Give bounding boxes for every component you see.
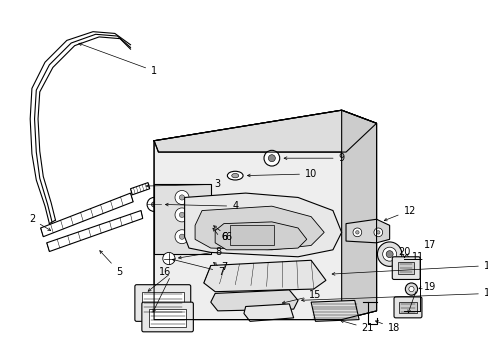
Text: 2: 2 bbox=[29, 214, 51, 230]
Circle shape bbox=[179, 234, 184, 239]
Circle shape bbox=[408, 287, 413, 292]
Circle shape bbox=[405, 283, 417, 295]
Text: 6: 6 bbox=[221, 232, 227, 242]
Polygon shape bbox=[195, 206, 324, 250]
Polygon shape bbox=[346, 219, 389, 243]
FancyBboxPatch shape bbox=[142, 292, 183, 314]
Polygon shape bbox=[341, 110, 376, 320]
Polygon shape bbox=[310, 300, 358, 321]
FancyBboxPatch shape bbox=[393, 297, 421, 318]
Circle shape bbox=[355, 231, 358, 234]
Circle shape bbox=[179, 195, 184, 200]
Text: 17: 17 bbox=[423, 240, 435, 251]
FancyBboxPatch shape bbox=[142, 302, 193, 332]
Circle shape bbox=[352, 228, 361, 237]
Circle shape bbox=[382, 247, 396, 261]
Polygon shape bbox=[244, 304, 293, 321]
Circle shape bbox=[264, 150, 279, 166]
Circle shape bbox=[147, 197, 161, 211]
Polygon shape bbox=[47, 211, 142, 252]
Text: 13: 13 bbox=[301, 288, 488, 302]
Circle shape bbox=[373, 228, 382, 237]
Polygon shape bbox=[203, 260, 325, 292]
Text: 3: 3 bbox=[146, 179, 221, 189]
Circle shape bbox=[175, 230, 188, 244]
Polygon shape bbox=[215, 222, 306, 250]
Polygon shape bbox=[130, 183, 149, 195]
Text: 8: 8 bbox=[215, 247, 221, 257]
Circle shape bbox=[175, 190, 188, 204]
Text: 6: 6 bbox=[213, 226, 231, 242]
Circle shape bbox=[175, 208, 188, 222]
Text: 10: 10 bbox=[247, 169, 317, 179]
Text: 7: 7 bbox=[221, 262, 227, 272]
Text: 4: 4 bbox=[165, 201, 238, 211]
Text: 9: 9 bbox=[284, 153, 344, 163]
Text: 1: 1 bbox=[79, 43, 157, 76]
Text: 14: 14 bbox=[331, 261, 488, 275]
Circle shape bbox=[386, 251, 392, 258]
Text: 20: 20 bbox=[398, 247, 410, 257]
Text: 16: 16 bbox=[159, 267, 171, 276]
Circle shape bbox=[377, 242, 401, 266]
Polygon shape bbox=[41, 193, 133, 237]
Polygon shape bbox=[210, 290, 297, 311]
Text: 11: 11 bbox=[406, 252, 424, 262]
Circle shape bbox=[151, 202, 156, 207]
Text: 7: 7 bbox=[172, 259, 224, 276]
FancyBboxPatch shape bbox=[398, 302, 416, 314]
Polygon shape bbox=[154, 110, 376, 320]
FancyBboxPatch shape bbox=[391, 257, 419, 279]
Polygon shape bbox=[184, 193, 341, 257]
Polygon shape bbox=[154, 110, 376, 152]
Text: 5: 5 bbox=[100, 251, 122, 276]
FancyBboxPatch shape bbox=[154, 184, 210, 254]
Text: 15: 15 bbox=[282, 290, 321, 304]
Circle shape bbox=[376, 231, 379, 234]
FancyBboxPatch shape bbox=[148, 309, 186, 327]
Ellipse shape bbox=[227, 171, 243, 180]
FancyBboxPatch shape bbox=[398, 262, 413, 274]
Text: 21: 21 bbox=[340, 320, 373, 333]
Text: 6: 6 bbox=[221, 232, 227, 242]
Text: 18: 18 bbox=[375, 321, 399, 333]
Ellipse shape bbox=[231, 174, 238, 178]
FancyBboxPatch shape bbox=[135, 285, 190, 321]
Text: 19: 19 bbox=[423, 282, 435, 292]
Text: 12: 12 bbox=[384, 206, 415, 221]
Circle shape bbox=[268, 155, 275, 162]
Circle shape bbox=[179, 212, 184, 217]
Circle shape bbox=[163, 252, 175, 265]
FancyBboxPatch shape bbox=[229, 225, 273, 244]
